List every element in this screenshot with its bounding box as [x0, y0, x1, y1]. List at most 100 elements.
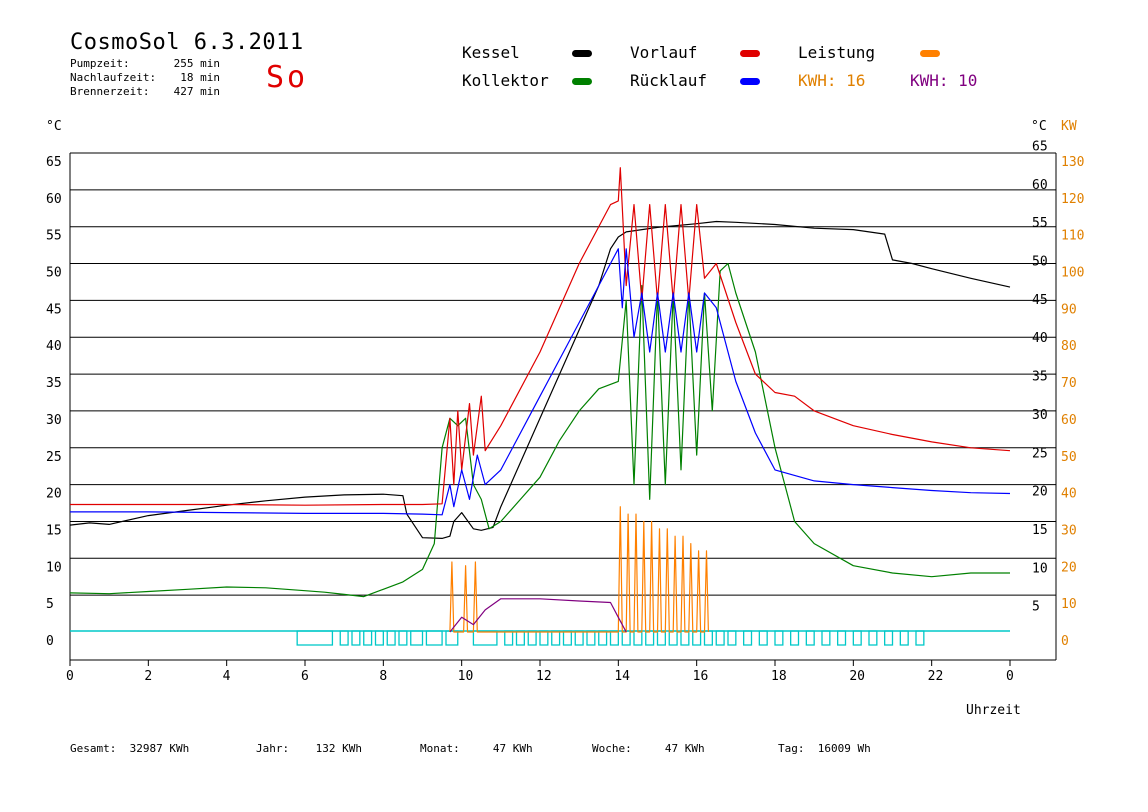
- pump-block: [727, 630, 737, 646]
- y-tick-label-left: 45: [46, 302, 62, 317]
- pump-block: [398, 630, 408, 646]
- series-lines: [69, 167, 1011, 633]
- pump-block: [899, 630, 909, 646]
- kwh1-label: KWH:: [798, 71, 837, 90]
- pump-block: [656, 630, 666, 646]
- legend-kollektor-label: Kollektor: [462, 71, 549, 90]
- legend-kessel-label: Kessel: [462, 43, 520, 62]
- y-tick-label-left: 40: [46, 339, 62, 354]
- series-kollektor: [69, 262, 1010, 598]
- pump-block: [915, 630, 925, 646]
- pump-block: [374, 630, 384, 646]
- pump-block: [339, 630, 349, 646]
- x-tick-label: 22: [928, 669, 944, 684]
- y-tick-label-right: 55: [1032, 216, 1048, 231]
- y-tick-label-left: 60: [46, 192, 62, 207]
- x-tick-label: 14: [614, 669, 630, 684]
- legend-ruecklauf-label: Rücklauf: [630, 71, 708, 90]
- series-r-cklauf: [70, 248, 1011, 516]
- y-tick-label-left: 35: [46, 376, 62, 391]
- y-tick-label-left: 5: [46, 597, 54, 612]
- footer-jahr: Jahr: 132 KWh: [256, 742, 362, 755]
- y-tick-label-kw: 40: [1061, 487, 1077, 502]
- pump-block: [504, 630, 514, 646]
- x-tick-label: 10: [458, 669, 474, 684]
- y-tick-label-kw: 120: [1061, 192, 1084, 207]
- y-tick-label-right: 25: [1032, 446, 1048, 461]
- y-tick-label-left: 20: [46, 487, 62, 502]
- legend-vorlauf-swatch: [740, 50, 760, 57]
- pump-block: [774, 630, 784, 646]
- y-tick-label-left: 15: [46, 523, 62, 538]
- pump-block: [562, 630, 572, 646]
- y-tick-label-kw: 30: [1061, 523, 1077, 538]
- pump-block: [551, 630, 561, 646]
- y-tick-label-kw: 110: [1061, 229, 1084, 244]
- pump-indicator: [70, 630, 1010, 646]
- y-tick-label-right: 50: [1032, 255, 1048, 270]
- x-tick-label: 2: [144, 669, 152, 684]
- stat-label: Nachlaufzeit:: [70, 71, 157, 84]
- y-tick-label-left: 50: [46, 266, 62, 281]
- series-vorlauf: [70, 167, 1011, 506]
- footer-label: Tag:: [778, 742, 805, 755]
- y-tick-label-right: 60: [1032, 178, 1048, 193]
- legend-leistung-swatch: [920, 50, 940, 57]
- y-tick-label-left: 30: [46, 413, 62, 428]
- pump-block: [527, 630, 537, 646]
- y-tick-label-kw: 20: [1061, 560, 1077, 575]
- y-axis-unit-kw: KW: [1061, 119, 1077, 134]
- series-kwh2: [449, 598, 627, 633]
- y-tick-label-kw: 70: [1061, 376, 1077, 391]
- footer-monat: Monat: 47 KWh: [420, 742, 533, 755]
- pump-block: [868, 630, 878, 646]
- series-kessel: [69, 220, 1011, 540]
- y-tick-label-kw: 0: [1061, 634, 1069, 649]
- pump-block: [758, 630, 768, 646]
- stat-brennerzeit: Brennerzeit: 427 min: [70, 85, 220, 98]
- stat-value: 427 min: [173, 85, 220, 98]
- y-tick-label-left: 25: [46, 450, 62, 465]
- x-tick-label: 16: [693, 669, 709, 684]
- legend-kollektor-swatch: [572, 78, 592, 85]
- stat-value: 255 min: [173, 57, 220, 70]
- x-tick-label: 0: [66, 669, 74, 684]
- stat-nachlaufzeit: Nachlaufzeit: 18 min: [70, 71, 220, 84]
- stat-pumpzeit: Pumpzeit: 255 min: [70, 57, 220, 70]
- pump-block: [837, 630, 847, 646]
- y-axis-unit-left: °C: [46, 119, 62, 134]
- pump-block: [805, 630, 815, 646]
- footer-label: Monat:: [420, 742, 460, 755]
- footer-value: 32987 KWh: [129, 742, 190, 755]
- footer-woche: Woche: 47 KWh: [592, 742, 705, 755]
- footer-label: Jahr:: [256, 742, 290, 755]
- pump-block: [351, 630, 361, 646]
- chart-title: CosmoSol 6.3.2011: [70, 30, 304, 55]
- x-axis-label: Uhrzeit: [966, 703, 1021, 718]
- pump-block: [539, 630, 549, 646]
- legend-kwh1: KWH: 16: [798, 71, 865, 90]
- y-tick-label-left: 0: [46, 634, 54, 649]
- weekday-label: So: [266, 60, 309, 95]
- legend-leistung-label: Leistung: [798, 43, 876, 62]
- footer-value: 16009 Wh: [817, 742, 871, 755]
- footer-value: 47 KWh: [492, 742, 533, 755]
- x-tick-label: 12: [536, 669, 552, 684]
- pump-block: [598, 630, 608, 646]
- pump-block: [574, 630, 584, 646]
- pump-block: [790, 630, 800, 646]
- y-tick-label-kw: 10: [1061, 597, 1077, 612]
- y-tick-label-right: 10: [1032, 561, 1048, 576]
- pump-block: [884, 630, 894, 646]
- pump-block: [668, 630, 678, 646]
- pump-block: [425, 630, 443, 646]
- temperature-chart: 0 2 4 6 8 10 12 14 16 18 20 22 005101520253035404550…: [46, 119, 1084, 718]
- x-tick-label: 8: [379, 669, 387, 684]
- pump-block: [410, 630, 424, 646]
- pump-block: [586, 630, 596, 646]
- footer-value: 47 KWh: [664, 742, 705, 755]
- stat-label: Brennerzeit:: [70, 85, 150, 98]
- stat-label: Pumpzeit:: [70, 57, 130, 70]
- stat-value: 18 min: [180, 71, 220, 84]
- y-tick-label-kw: 90: [1061, 302, 1077, 317]
